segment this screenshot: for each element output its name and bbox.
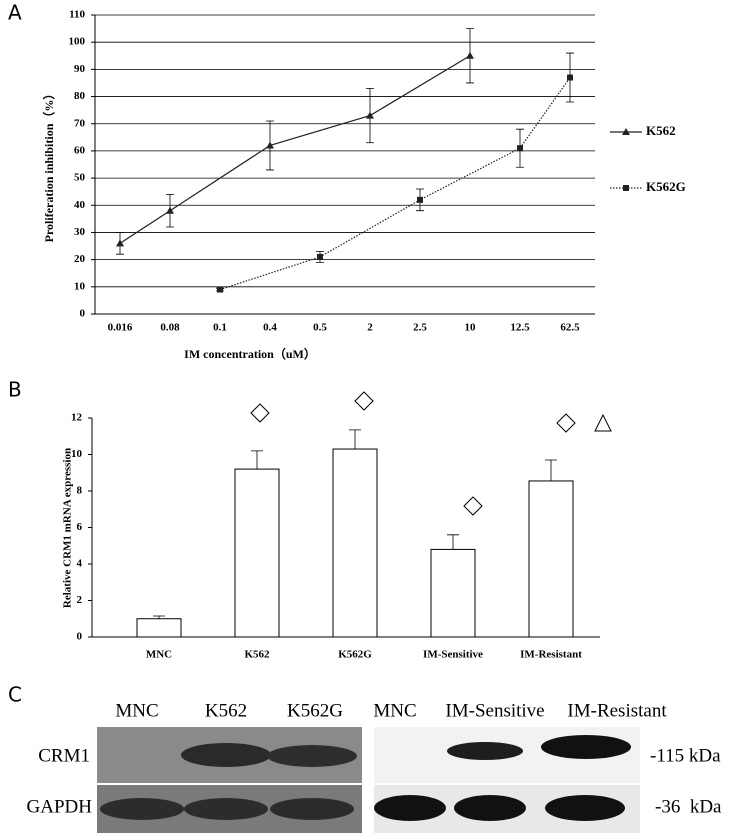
y-tick-label: 50 bbox=[74, 172, 86, 184]
x-tick-label: 0.08 bbox=[160, 322, 180, 334]
x-tick-label: 62.5 bbox=[560, 322, 580, 334]
x-tick-label: 2.5 bbox=[413, 322, 427, 334]
marker bbox=[317, 253, 323, 260]
y-tick-label: 0 bbox=[80, 308, 86, 320]
y-axis-label: Relative CRM1 mRNA expression bbox=[62, 448, 74, 608]
marker bbox=[417, 196, 423, 203]
y-tick-label: 100 bbox=[69, 36, 86, 48]
marker bbox=[166, 206, 174, 214]
y-tick-label: 10 bbox=[71, 448, 83, 460]
bar bbox=[136, 618, 182, 638]
y-tick-label: 10 bbox=[74, 280, 86, 292]
marker bbox=[622, 128, 630, 135]
bar bbox=[332, 448, 378, 638]
panel-label: B bbox=[8, 378, 22, 402]
marker bbox=[266, 141, 274, 149]
x-tick-label: 10 bbox=[465, 322, 477, 334]
series-line bbox=[219, 77, 571, 291]
marker bbox=[217, 286, 223, 293]
x-tick-label: 2 bbox=[367, 322, 373, 334]
y-tick-label: 2 bbox=[77, 594, 83, 606]
y-tick-label: 20 bbox=[74, 253, 86, 265]
row-label: GAPDH bbox=[27, 796, 93, 817]
x-tick-label: 0.016 bbox=[108, 322, 133, 334]
marker bbox=[567, 74, 573, 81]
x-tick-label: K562 bbox=[244, 649, 270, 661]
y-tick-label: 6 bbox=[77, 521, 83, 533]
marker bbox=[366, 111, 374, 119]
panel-label: C bbox=[8, 683, 22, 707]
x-tick-label: 12.5 bbox=[510, 322, 530, 334]
western-blot bbox=[97, 727, 640, 833]
row-label: CRM1 bbox=[38, 745, 90, 766]
marker bbox=[517, 145, 523, 152]
marker bbox=[623, 185, 629, 191]
lane-label: IM-Resistant bbox=[567, 700, 667, 721]
lane-label: MNC bbox=[115, 700, 158, 721]
x-tick-label: IM-Sensitive bbox=[423, 649, 483, 661]
y-tick-label: 90 bbox=[74, 63, 86, 75]
y-tick-label: 70 bbox=[74, 117, 86, 129]
y-tick-label: 80 bbox=[74, 90, 86, 102]
y-tick-label: 4 bbox=[77, 558, 83, 570]
lane-label: IM-Sensitive bbox=[445, 700, 544, 721]
panel-label: A bbox=[8, 1, 22, 25]
lane-label: K562 bbox=[205, 700, 247, 721]
y-tick-label: 12 bbox=[71, 412, 83, 424]
lane-label: K562G bbox=[287, 700, 343, 721]
x-tick-label: 0.1 bbox=[213, 322, 227, 334]
bar bbox=[234, 468, 280, 638]
x-tick-label: 0.5 bbox=[313, 322, 327, 334]
x-tick-label: MNC bbox=[146, 649, 172, 661]
significance-markers bbox=[250, 391, 612, 516]
marker bbox=[466, 51, 474, 59]
y-axis-label: Proliferation inhibition（%） bbox=[41, 88, 56, 243]
legend-label: K562G bbox=[646, 179, 686, 194]
y-tick-label: 30 bbox=[74, 226, 86, 238]
size-label: -115 kDa bbox=[650, 745, 721, 766]
lane-label: MNC bbox=[373, 700, 416, 721]
marker bbox=[116, 239, 124, 247]
x-tick-label: 0.4 bbox=[263, 322, 277, 334]
x-tick-label: IM-Resistant bbox=[520, 649, 582, 661]
y-tick-label: 40 bbox=[74, 199, 86, 211]
y-tick-label: 0 bbox=[77, 631, 83, 643]
x-axis-label: IM concentration（uM） bbox=[184, 346, 316, 361]
size-label: -36 kDa bbox=[655, 796, 722, 817]
y-tick-label: 110 bbox=[69, 9, 85, 21]
x-tick-label: K562G bbox=[338, 649, 372, 661]
bar bbox=[528, 480, 574, 638]
y-tick-label: 8 bbox=[77, 485, 83, 497]
y-tick-label: 60 bbox=[74, 144, 86, 156]
bar bbox=[430, 548, 476, 638]
series-line bbox=[119, 55, 471, 244]
legend-label: K562 bbox=[646, 123, 676, 138]
